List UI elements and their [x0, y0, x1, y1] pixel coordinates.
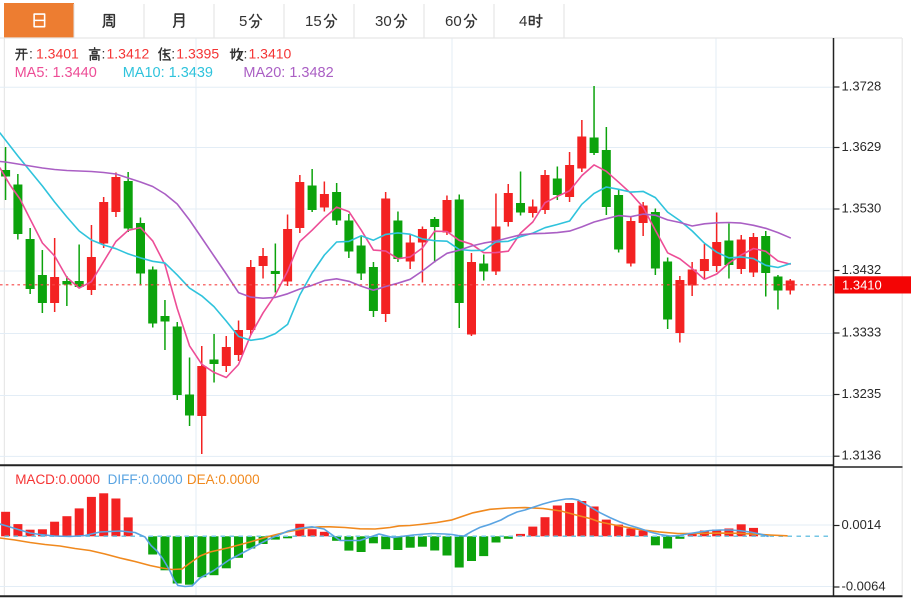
svg-text:DEA:0.0000: DEA:0.0000 [187, 472, 260, 487]
svg-text:MA10: 1.3439: MA10: 1.3439 [123, 65, 213, 81]
svg-text::: : [29, 46, 33, 62]
svg-text:30: 30 [375, 13, 392, 30]
svg-text:5: 5 [239, 13, 247, 30]
svg-text:1.3410: 1.3410 [249, 46, 292, 62]
svg-text::: : [244, 46, 248, 62]
svg-text:1.3136: 1.3136 [842, 448, 882, 463]
svg-text:MACD:0.0000: MACD:0.0000 [15, 472, 100, 487]
svg-text::: : [171, 46, 175, 62]
svg-text:1.3530: 1.3530 [842, 201, 882, 216]
svg-text:1.3333: 1.3333 [842, 325, 882, 340]
svg-text:1.3728: 1.3728 [842, 79, 882, 94]
svg-text:MA20: 1.3482: MA20: 1.3482 [243, 65, 333, 81]
svg-text:1.3629: 1.3629 [842, 139, 882, 154]
svg-text:4: 4 [519, 13, 527, 30]
svg-text:0.0014: 0.0014 [842, 517, 882, 532]
svg-text::: : [102, 46, 106, 62]
svg-text:DIFF:0.0000: DIFF:0.0000 [108, 472, 183, 487]
svg-text:-0.0064: -0.0064 [842, 579, 886, 594]
svg-text:MA5: 1.3440: MA5: 1.3440 [15, 65, 97, 81]
svg-text:1.3412: 1.3412 [107, 46, 150, 62]
svg-text:60: 60 [445, 13, 462, 30]
svg-text:1.3432: 1.3432 [842, 262, 882, 277]
svg-text:1.3401: 1.3401 [36, 46, 79, 62]
svg-text:1.3395: 1.3395 [176, 46, 219, 62]
svg-text:15: 15 [305, 13, 322, 30]
svg-text:1.3235: 1.3235 [842, 386, 882, 401]
svg-text:1.3410: 1.3410 [842, 278, 882, 293]
